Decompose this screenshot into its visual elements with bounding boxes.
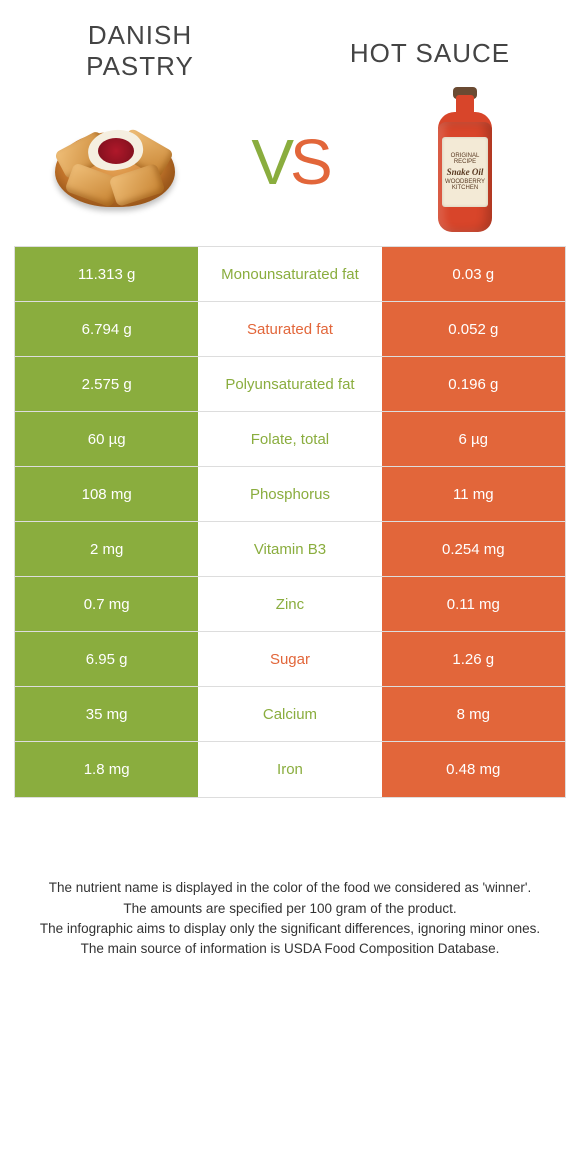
right-value: 0.254 mg: [382, 522, 565, 576]
table-row: 6.95 gSugar1.26 g: [15, 632, 565, 687]
nutrient-label: Monounsaturated fat: [198, 247, 381, 301]
table-row: 1.8 mgIron0.48 mg: [15, 742, 565, 797]
right-value: 0.48 mg: [382, 742, 565, 797]
footer-line-3: The infographic aims to display only the…: [30, 919, 550, 939]
image-row: VS ORIGINAL RECIPE Snake Oil WOODBERRY K…: [0, 92, 580, 242]
bottle-label-bottom: WOODBERRY KITCHEN: [442, 179, 488, 191]
bottle-label-top: ORIGINAL RECIPE: [442, 153, 488, 165]
nutrient-label: Phosphorus: [198, 467, 381, 521]
footer-notes: The nutrient name is displayed in the co…: [30, 878, 550, 959]
nutrient-label: Iron: [198, 742, 381, 797]
table-row: 0.7 mgZinc0.11 mg: [15, 577, 565, 632]
header: Danish pastry Hot sauce: [0, 0, 580, 92]
table-row: 2 mgVitamin B30.254 mg: [15, 522, 565, 577]
vs-v: V: [251, 126, 290, 198]
right-value: 1.26 g: [382, 632, 565, 686]
nutrient-label: Sugar: [198, 632, 381, 686]
right-food-title: Hot sauce: [330, 20, 530, 82]
left-value: 60 µg: [15, 412, 198, 466]
left-value: 35 mg: [15, 687, 198, 741]
nutrient-comparison-table: 11.313 gMonounsaturated fat0.03 g6.794 g…: [14, 246, 566, 798]
danish-pastry-image: [40, 102, 190, 222]
left-value: 108 mg: [15, 467, 198, 521]
footer-line-2: The amounts are specified per 100 gram o…: [30, 899, 550, 919]
right-value: 8 mg: [382, 687, 565, 741]
right-value: 6 µg: [382, 412, 565, 466]
right-value: 0.052 g: [382, 302, 565, 356]
table-row: 108 mgPhosphorus11 mg: [15, 467, 565, 522]
hot-sauce-image: ORIGINAL RECIPE Snake Oil WOODBERRY KITC…: [390, 102, 540, 222]
left-food-title: Danish pastry: [50, 20, 230, 82]
footer-line-1: The nutrient name is displayed in the co…: [30, 878, 550, 898]
table-row: 35 mgCalcium8 mg: [15, 687, 565, 742]
left-value: 6.794 g: [15, 302, 198, 356]
right-value: 0.196 g: [382, 357, 565, 411]
right-value: 0.11 mg: [382, 577, 565, 631]
table-row: 11.313 gMonounsaturated fat0.03 g: [15, 247, 565, 302]
vs-s: S: [290, 126, 329, 198]
right-value: 11 mg: [382, 467, 565, 521]
nutrient-label: Folate, total: [198, 412, 381, 466]
left-value: 11.313 g: [15, 247, 198, 301]
right-value: 0.03 g: [382, 247, 565, 301]
table-row: 2.575 gPolyunsaturated fat0.196 g: [15, 357, 565, 412]
footer-line-4: The main source of information is USDA F…: [30, 939, 550, 959]
nutrient-label: Polyunsaturated fat: [198, 357, 381, 411]
table-row: 6.794 gSaturated fat0.052 g: [15, 302, 565, 357]
nutrient-label: Calcium: [198, 687, 381, 741]
vs-label: VS: [251, 125, 328, 199]
table-row: 60 µgFolate, total6 µg: [15, 412, 565, 467]
left-value: 1.8 mg: [15, 742, 198, 797]
nutrient-label: Vitamin B3: [198, 522, 381, 576]
bottle-label-brand: Snake Oil: [447, 167, 484, 177]
left-value: 6.95 g: [15, 632, 198, 686]
left-value: 0.7 mg: [15, 577, 198, 631]
left-value: 2.575 g: [15, 357, 198, 411]
nutrient-label: Saturated fat: [198, 302, 381, 356]
nutrient-label: Zinc: [198, 577, 381, 631]
left-value: 2 mg: [15, 522, 198, 576]
bottle-label: ORIGINAL RECIPE Snake Oil WOODBERRY KITC…: [442, 137, 488, 207]
